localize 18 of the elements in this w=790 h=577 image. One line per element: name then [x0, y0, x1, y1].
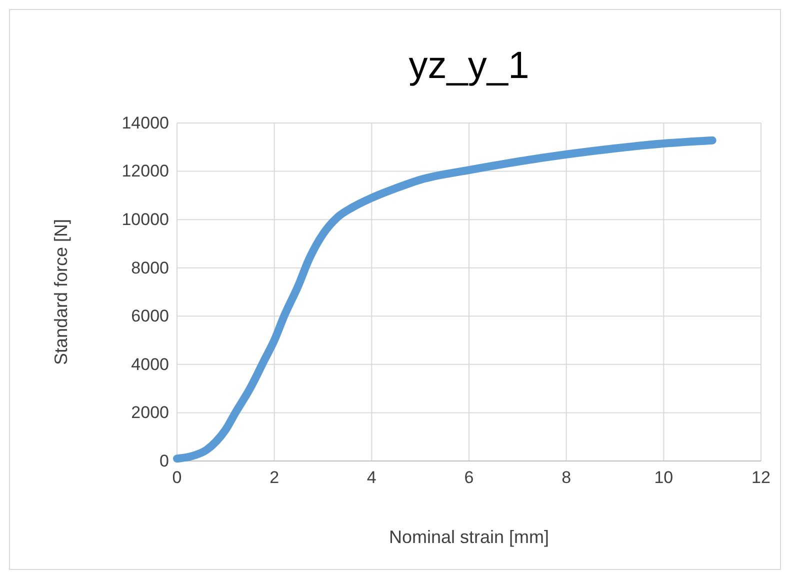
x-tick-label: 4: [366, 468, 376, 488]
x-tick-label: 12: [752, 468, 770, 488]
y-tick-label: 8000: [131, 258, 169, 278]
y-tick-label: 4000: [131, 354, 169, 374]
y-tick-label: 10000: [122, 210, 169, 230]
x-tick-label: 2: [270, 468, 280, 488]
y-axis-title: Standard force [N]: [51, 218, 71, 366]
x-axis-title: Nominal strain [mm]: [388, 527, 550, 547]
x-tick-label: 10: [654, 468, 674, 488]
y-tick-label: 12000: [122, 162, 169, 181]
y-tick-label: 2000: [131, 403, 169, 422]
x-tick-label: 6: [464, 468, 474, 488]
y-tick-label: 14000: [122, 113, 169, 132]
y-tick-label: 6000: [131, 306, 169, 326]
x-tick-label: 8: [562, 468, 572, 488]
y-tick-label: 0: [160, 451, 169, 470]
chart-title: yz_y_1: [408, 45, 530, 87]
x-tick-label: 0: [172, 468, 182, 488]
